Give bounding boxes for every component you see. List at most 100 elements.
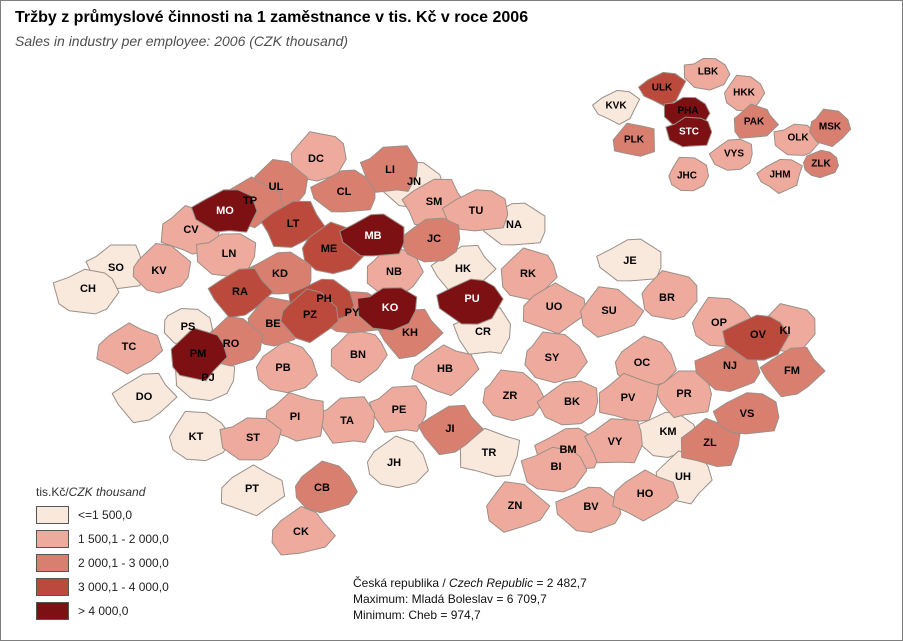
district-shape-LI: [359, 145, 418, 193]
district-shape-PV: [598, 372, 660, 422]
district-label-SY: SY: [545, 352, 560, 364]
district-label-BK: BK: [564, 396, 580, 408]
district-label-ZR: ZR: [503, 390, 518, 402]
district-shape-BR: [641, 270, 698, 320]
legend-row-2: 2 000,1 - 3 000,0: [36, 553, 236, 572]
district-shape-DO: [111, 372, 178, 424]
district-label-NB: NB: [386, 266, 402, 278]
legend-title: tis.Kč/CZK thousand: [36, 485, 236, 499]
district-shape-CH: [52, 268, 120, 315]
region-label-MSK: MSK: [819, 122, 842, 133]
legend-swatch-3: [36, 577, 69, 596]
district-label-NA: NA: [506, 219, 522, 231]
district-label-TC: TC: [122, 341, 137, 353]
district-label-JH: JH: [387, 457, 401, 469]
district-label-BR: BR: [659, 292, 675, 304]
stats-country-label-english: Czech Republic: [449, 576, 534, 590]
region-shape-ZLK: [803, 149, 839, 179]
legend-label-3: 3 000,1 - 4 000,0: [78, 579, 169, 594]
region-label-PAK: PAK: [744, 117, 765, 128]
region-shape-PLK: [612, 122, 655, 157]
district-shape-RA: [207, 267, 274, 319]
district-shape-BV: [555, 486, 622, 533]
district-label-PJ: PJ: [201, 372, 214, 384]
district-shape-HB: [411, 344, 480, 396]
district-label-KT: KT: [189, 431, 204, 443]
district-shape-HO: [612, 469, 679, 522]
district-label-ST: ST: [246, 432, 260, 444]
region-label-JHC: JHC: [677, 171, 697, 182]
district-shape-PM: [170, 327, 228, 382]
district-label-PE: PE: [392, 404, 407, 416]
district-label-KM: KM: [659, 426, 676, 438]
district-label-OC: OC: [634, 357, 651, 369]
district-label-LT: LT: [287, 218, 300, 230]
district-label-CK: CK: [293, 526, 309, 538]
district-label-ME: ME: [321, 243, 338, 255]
district-label-PV: PV: [621, 392, 636, 404]
region-label-JHM: JHM: [769, 170, 790, 181]
district-shape-JI: [417, 404, 484, 456]
district-label-PS: PS: [181, 321, 196, 333]
legend-row-4: > 4 000,0: [36, 601, 236, 620]
district-shape-SU: [580, 286, 645, 338]
district-shape-TC: [96, 322, 163, 375]
page-title: Tržby z průmyslové činnosti na 1 zaměstn…: [15, 9, 529, 26]
legend-label-2: 2 000,1 - 3 000,0: [78, 555, 169, 570]
district-label-HB: HB: [437, 363, 453, 375]
legend-swatch-1: [36, 529, 69, 548]
region-shape-JHC: [668, 156, 709, 192]
district-shape-CB: [295, 460, 358, 514]
region-shape-VYS: [708, 138, 753, 171]
district-label-PY: PY: [345, 307, 360, 319]
district-label-BN: BN: [350, 349, 366, 361]
district-label-PM: PM: [190, 348, 207, 360]
district-shape-KO: [357, 287, 418, 332]
district-label-BI: BI: [551, 461, 562, 473]
district-label-VY: VY: [608, 436, 623, 448]
district-shape-ZN: [486, 481, 551, 533]
stats-minimum-line: Minimum: Cheb = 974,7: [353, 608, 481, 622]
district-shape-UO: [522, 282, 588, 335]
district-label-KI: KI: [780, 325, 791, 337]
district-label-JE: JE: [623, 255, 636, 267]
district-label-TU: TU: [469, 205, 484, 217]
stats-country-line: Česká republika / Czech Republic = 2 482…: [353, 575, 587, 591]
district-label-ZL: ZL: [703, 437, 717, 449]
stats-block: Česká republika / Czech Republic = 2 482…: [353, 575, 587, 623]
district-label-JC: JC: [427, 233, 441, 245]
legend-row-1: 1 500,1 - 2 000,0: [36, 529, 236, 548]
district-shape-KT: [168, 410, 233, 462]
district-label-UO: UO: [546, 301, 563, 313]
district-label-KO: KO: [382, 302, 399, 314]
legend-rows: <=1 500,0 1 500,1 - 2 000,0 2 000,1 - 3 00…: [36, 505, 236, 620]
stats-maximum-line: Maximum: Mladá Boleslav = 6 709,7: [353, 592, 547, 606]
district-shape-ZR: [482, 369, 546, 422]
district-label-DC: DC: [308, 153, 324, 165]
district-label-CB: CB: [314, 482, 330, 494]
legend-swatch-2: [36, 553, 69, 572]
district-label-OV: OV: [750, 329, 767, 341]
district-label-CV: CV: [183, 224, 199, 236]
legend-swatch-4: [36, 601, 69, 620]
region-shape-STC: [665, 116, 713, 148]
district-label-SO: SO: [108, 262, 124, 274]
legend-row-0: <=1 500,0: [36, 505, 236, 524]
district-label-ZN: ZN: [508, 500, 523, 512]
district-label-KD: KD: [272, 268, 288, 280]
region-shape-JHM: [756, 158, 803, 194]
region-label-ULK: ULK: [652, 83, 673, 94]
region-label-KVK: KVK: [605, 101, 627, 112]
district-shape-MB: [339, 213, 405, 257]
region-shape-MSK: [809, 108, 852, 147]
legend-label-4: > 4 000,0: [78, 603, 129, 618]
district-label-BV: BV: [583, 501, 599, 513]
district-label-HO: HO: [637, 488, 654, 500]
region-label-ZLK: ZLK: [811, 159, 831, 170]
region: KVK LBK HKK OLK JHM VYS JHC PAK MSK ZLK PLK ULK PHA S…: [592, 57, 852, 194]
district-shape-VS: [712, 392, 780, 435]
district-label-UH: UH: [675, 471, 691, 483]
stats-country-label-czech: Česká republika /: [353, 576, 450, 590]
district-label-CR: CR: [475, 326, 491, 338]
district-label-RA: RA: [232, 286, 248, 298]
